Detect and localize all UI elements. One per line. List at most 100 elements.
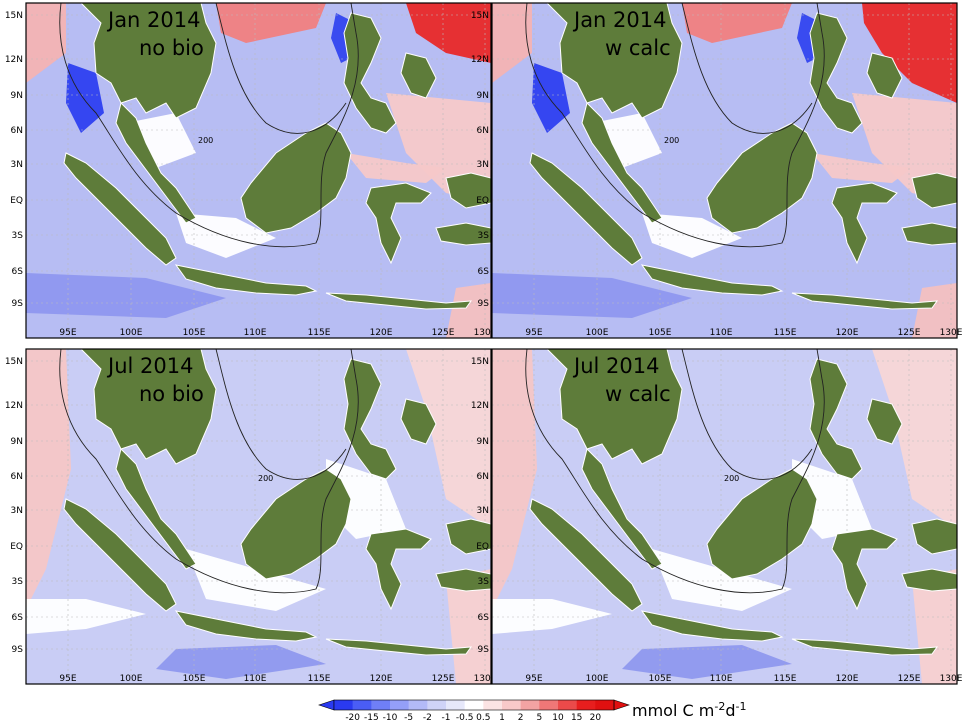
- colorbar-segment: [595, 700, 615, 710]
- colorbar-arrow-right: [613, 699, 630, 711]
- panel-frame: [25, 2, 492, 339]
- panel-frame: [491, 348, 958, 685]
- lon-tick-label: 130E: [474, 328, 497, 338]
- lat-tick-label: 9N: [11, 437, 23, 447]
- colorbar-tick-label: -15: [364, 713, 379, 723]
- lat-tick-label: 3N: [11, 506, 23, 516]
- colorbar-tick-label: 20: [590, 713, 602, 723]
- panel-run: no bio: [139, 382, 204, 406]
- anomaly-region: [406, 349, 491, 529]
- lon-tick-label: 125E: [432, 328, 455, 338]
- colorbar-tick-label: 2: [518, 713, 524, 723]
- anomaly-region: [862, 3, 957, 103]
- lon-tick-label: 125E: [432, 674, 455, 684]
- anomaly-region: [406, 3, 491, 63]
- lat-tick-label: 3N: [477, 160, 489, 170]
- depth-contour: [59, 3, 359, 248]
- lon-tick-label: 115E: [774, 674, 797, 684]
- colorbar-tick-label: -10: [383, 713, 398, 723]
- lon-tick-label: 95E: [59, 328, 76, 338]
- depth-contour: [525, 3, 825, 248]
- colorbar-segment: [427, 700, 447, 710]
- lon-tick-label: 105E: [649, 328, 672, 338]
- colorbar-tick-label: -2: [423, 713, 432, 723]
- lon-tick-label: 105E: [183, 328, 206, 338]
- lat-tick-label: 3S: [478, 577, 490, 587]
- anomaly-region: [126, 113, 196, 168]
- colorbar-segment: [483, 700, 503, 710]
- map-panels: 200 Jan 2014 no bio 15N 12N 9N 6N 3N EQ 3S 6S 9S 95E…: [5, 2, 963, 685]
- anomaly-region: [156, 645, 326, 679]
- anomaly-region: [682, 3, 792, 43]
- map-panel-jul-nobio: 200 Jul 2014 no bio 15N 12N 9N 6N 3N EQ 3S 6S 9S 95E…: [5, 348, 497, 685]
- anomaly-region: [812, 153, 912, 183]
- colorbar-segment: [352, 700, 372, 710]
- lat-tick-label: 9S: [12, 299, 24, 309]
- lon-tick-label: 110E: [710, 328, 733, 338]
- lat-tick-label: 12N: [5, 401, 23, 411]
- colorbar-segment: [576, 700, 596, 710]
- lon-tick-label: 105E: [649, 674, 672, 684]
- anomaly-region: [642, 213, 742, 258]
- lat-tick-label: 6N: [11, 126, 23, 136]
- lat-tick-label: 15N: [471, 11, 489, 21]
- lat-tick-label: 12N: [5, 55, 23, 65]
- depth-contour: [681, 3, 813, 134]
- colorbar-tick-label: -5: [404, 713, 413, 723]
- lat-tick-label: 12N: [471, 401, 489, 411]
- colorbar: -20 -15 -10 -5 -2 -1 -0.5 0.5 1 2 5 10 15 20: [318, 699, 630, 723]
- colorbar-segment: [520, 700, 540, 710]
- colorbar-segment: [408, 700, 428, 710]
- panel-run: no bio: [139, 36, 204, 60]
- depth-contour: [59, 349, 359, 594]
- anomaly-region: [26, 349, 71, 609]
- colorbar-unit-label: mmol C m-2d-1: [632, 700, 746, 720]
- contour-label: 200: [724, 474, 739, 483]
- lon-tick-label: 100E: [586, 328, 609, 338]
- colorbar-segment: [502, 700, 521, 710]
- lat-tick-label: 6N: [11, 472, 23, 482]
- lat-tick-label: 12N: [471, 55, 489, 65]
- lon-tick-label: 120E: [370, 674, 393, 684]
- lon-tick-label: 115E: [774, 328, 797, 338]
- lat-tick-label: 9N: [477, 91, 489, 101]
- colorbar-segment: [446, 700, 465, 710]
- anomaly-region: [26, 599, 146, 634]
- anomaly-region: [186, 549, 326, 611]
- anomaly-region: [492, 3, 532, 83]
- lon-tick-label: 125E: [898, 674, 921, 684]
- lat-tick-label: EQ: [476, 196, 489, 206]
- panel-run: w calc: [605, 36, 671, 60]
- anomaly-region: [492, 349, 537, 609]
- anomaly-region: [622, 645, 792, 679]
- anomaly-region: [216, 3, 326, 43]
- lat-tick-label: 6S: [12, 267, 24, 277]
- lon-tick-label: 120E: [836, 328, 859, 338]
- panel-month: Jan 2014: [572, 8, 667, 32]
- map-panel-jan-nobio: 200 Jan 2014 no bio 15N 12N 9N 6N 3N EQ 3S 6S 9S 95E…: [5, 2, 497, 339]
- lat-tick-label: 3S: [12, 231, 24, 241]
- depth-contour: [215, 349, 347, 480]
- colorbar-tick-label: -1: [442, 713, 451, 723]
- lat-tick-label: 9N: [477, 437, 489, 447]
- anomaly-region: [912, 569, 957, 684]
- lon-tick-label: 105E: [183, 674, 206, 684]
- anomaly-region: [872, 349, 957, 529]
- anomaly-region: [532, 63, 570, 133]
- anomaly-region: [446, 283, 491, 338]
- lon-tick-label: 130E: [940, 674, 963, 684]
- lat-tick-label: EQ: [10, 542, 23, 552]
- lon-tick-label: 130E: [940, 328, 963, 338]
- anomaly-region: [592, 113, 662, 168]
- lat-tick-label: 6S: [478, 613, 490, 623]
- map-panel-jul-wcalc: 200 Jul 2014 w calc 15N 12N 9N 6N 3N EQ 3S 6S 9S 95E…: [471, 348, 963, 685]
- lon-tick-label: 110E: [244, 328, 267, 338]
- colorbar-frame: [333, 699, 615, 711]
- lon-tick-label: 115E: [308, 328, 331, 338]
- lat-tick-label: 6S: [478, 267, 490, 277]
- colorbar-segment: [539, 700, 559, 710]
- panel-month: Jan 2014: [106, 8, 201, 32]
- colorbar-tick-label: 0.5: [476, 713, 490, 723]
- lat-tick-label: 15N: [5, 357, 23, 367]
